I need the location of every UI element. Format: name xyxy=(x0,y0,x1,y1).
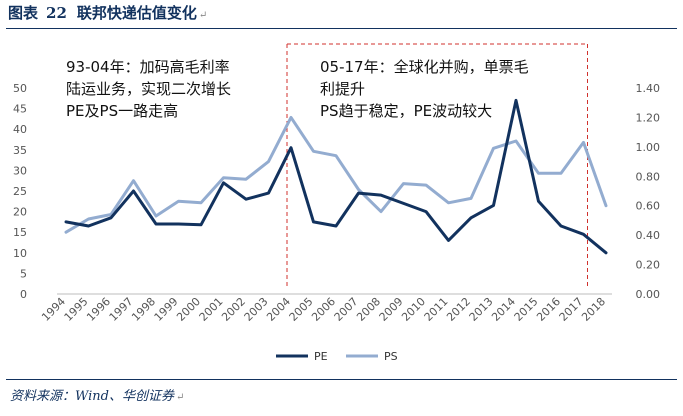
figure-number: 22 xyxy=(46,4,67,22)
left-tick-label: 20 xyxy=(13,206,27,219)
right-tick-label: 0.80 xyxy=(636,170,661,183)
left-tick-label: 5 xyxy=(20,267,27,280)
right-tick-label: 0.00 xyxy=(636,288,661,301)
x-tick-label: 1998 xyxy=(129,295,158,324)
x-tick-label: 2004 xyxy=(264,295,293,324)
left-tick-label: 45 xyxy=(13,103,27,116)
right-axis-ticks: 0.00 0.20 0.40 0.60 0.80 1.00 1.20 1.40 xyxy=(636,82,661,301)
x-tick-label: 2013 xyxy=(467,295,496,324)
x-tick-label: 2009 xyxy=(377,295,406,324)
period-dividers xyxy=(286,43,588,288)
x-tick-label: 2011 xyxy=(422,295,451,324)
x-tick-label: 2016 xyxy=(534,295,563,324)
left-tick-label: 10 xyxy=(13,247,27,260)
series-lines xyxy=(64,98,608,255)
legend-label-ps: PS xyxy=(384,350,398,363)
return-mark-icon: ↵ xyxy=(198,10,208,21)
x-tick-label: 2014 xyxy=(489,295,518,324)
left-tick-label: 30 xyxy=(13,164,27,177)
figure-title-text: 联邦快递估值变化 xyxy=(76,4,197,22)
annotation-line: 05-17年：全球化并购，单票毛 xyxy=(320,58,529,76)
annotation-line: 93-04年：加码高毛利率 xyxy=(66,58,230,76)
right-tick-label: 0.60 xyxy=(636,200,661,213)
series-line-ps xyxy=(64,115,608,234)
x-tick-label: 2018 xyxy=(579,295,608,324)
right-tick-label: 1.20 xyxy=(636,111,661,124)
left-tick-label: 40 xyxy=(13,123,27,136)
left-tick-label: 50 xyxy=(13,82,27,95)
right-tick-label: 1.00 xyxy=(636,141,661,154)
x-tick-label: 1994 xyxy=(39,295,68,324)
x-tick-label: 1996 xyxy=(84,295,113,324)
x-tick-label: 1999 xyxy=(152,295,181,324)
return-mark-icon: ↵ xyxy=(176,392,185,403)
x-tick-label: 2017 xyxy=(557,295,586,324)
left-tick-label: 25 xyxy=(13,185,27,198)
right-tick-label: 0.40 xyxy=(636,229,661,242)
figure-title: 图表 22 联邦快递估值变化 ↵ xyxy=(8,2,207,23)
legend-label-pe: PE xyxy=(314,350,328,363)
x-tick-label: 1995 xyxy=(62,295,91,324)
right-tick-label: 1.40 xyxy=(636,82,661,95)
x-tick-label: 2002 xyxy=(219,295,248,324)
x-tick-label: 2010 xyxy=(399,295,428,324)
x-tick-label: 1997 xyxy=(107,295,136,324)
x-axis-ticks: 1994199519961997199819992000200120022003… xyxy=(39,295,608,324)
annotation-line: 陆运业务，实现二次增长 xyxy=(66,80,231,98)
x-tick-label: 2003 xyxy=(242,295,271,324)
annotation-line: 利提升 xyxy=(320,80,365,98)
right-tick-label: 0.20 xyxy=(636,259,661,272)
x-tick-label: 2008 xyxy=(354,295,383,324)
x-tick-label: 2001 xyxy=(197,295,226,324)
x-tick-label: 2005 xyxy=(287,295,316,324)
footer-rule xyxy=(6,379,677,380)
source-note: 资料来源：Wind、华创证券 ↵ xyxy=(10,385,184,404)
x-tick-label: 2015 xyxy=(512,295,541,324)
left-axis-ticks: 0 5 10 15 20 25 30 35 40 45 50 xyxy=(13,82,27,301)
annotation-line: PE及PS一路走高 xyxy=(66,102,178,120)
left-tick-label: 0 xyxy=(20,288,27,301)
left-tick-label: 35 xyxy=(13,144,27,157)
x-tick-label: 2000 xyxy=(174,295,203,324)
source-text: 资料来源：Wind、华创证券 xyxy=(10,389,174,404)
figure-label: 图表 xyxy=(8,4,39,22)
title-rule xyxy=(6,28,677,29)
series-line-pe xyxy=(64,98,608,255)
x-tick-label: 2006 xyxy=(309,295,338,324)
x-tick-label: 2012 xyxy=(444,295,473,324)
x-tick-label: 2007 xyxy=(332,295,361,324)
left-tick-label: 15 xyxy=(13,226,27,239)
legend: PE PS xyxy=(276,350,398,363)
valuation-line-chart: 0 5 10 15 20 25 30 35 40 45 50 0.00 0.20 0.40 0.60 0.8… xyxy=(13,43,661,363)
annotation-line: PS趋于稳定，PE波动较大 xyxy=(320,102,492,120)
